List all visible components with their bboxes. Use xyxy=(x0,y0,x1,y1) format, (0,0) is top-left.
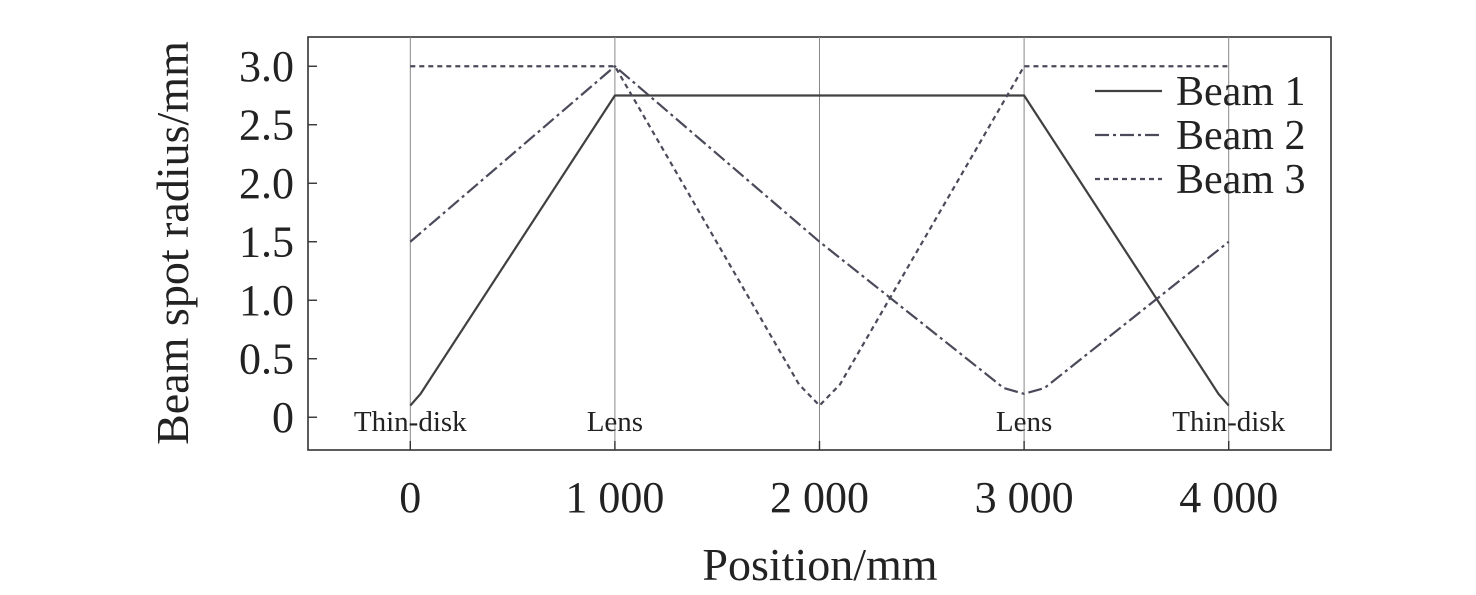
x-tick-label-4: 4 000 xyxy=(1179,473,1278,522)
legend-label-1: Beam 1 xyxy=(1176,69,1305,115)
annotation-0: Thin-disk xyxy=(354,406,467,438)
axis-ticks: 0 0.5 1.0 1.5 2.0 2.5 3.0 0 1 000 2 000 3 000 4 000 xyxy=(239,42,1278,522)
y-axis-title: Beam spot radius/mm xyxy=(147,41,198,445)
series-layer xyxy=(409,65,1230,407)
annotation-1: Lens xyxy=(587,406,643,438)
y-tick-label-6: 3.0 xyxy=(239,42,294,91)
x-tick-label-3: 3 000 xyxy=(975,473,1074,522)
y-tick-label-4: 2.0 xyxy=(239,159,294,208)
legend-label-2: Beam 2 xyxy=(1176,113,1305,159)
position-annotations: Thin-disk Lens Lens Thin-disk xyxy=(354,406,1286,438)
legend-label-3: Beam 3 xyxy=(1176,157,1305,203)
series-line-2 xyxy=(409,65,1230,395)
y-tick-label-3: 1.5 xyxy=(239,218,294,267)
y-tick-label-2: 1.0 xyxy=(239,276,294,325)
annotation-3: Thin-disk xyxy=(1172,406,1285,438)
x-axis-title: Position/mm xyxy=(702,539,937,590)
x-tick-label-0: 0 xyxy=(399,473,421,522)
y-tick-label-0: 0 xyxy=(272,393,294,442)
y-tick-label-1: 0.5 xyxy=(239,335,294,384)
y-tick-label-5: 2.5 xyxy=(239,101,294,150)
vertical-marker-lines xyxy=(409,37,1230,450)
series-line-1 xyxy=(409,94,1230,407)
annotation-2: Lens xyxy=(996,406,1052,438)
x-tick-label-1: 1 000 xyxy=(565,473,664,522)
x-tick-label-2: 2 000 xyxy=(770,473,869,522)
